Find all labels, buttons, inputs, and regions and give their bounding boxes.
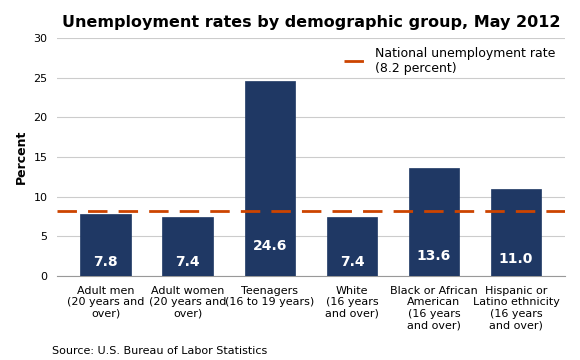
- Title: Unemployment rates by demographic group, May 2012: Unemployment rates by demographic group,…: [61, 15, 560, 30]
- Text: 11.0: 11.0: [499, 252, 533, 266]
- Y-axis label: Percent: Percent: [15, 130, 28, 184]
- Text: Source: U.S. Bureau of Labor Statistics: Source: U.S. Bureau of Labor Statistics: [52, 346, 267, 356]
- Bar: [491, 189, 542, 276]
- Text: 7.4: 7.4: [176, 255, 200, 269]
- Bar: [245, 81, 295, 276]
- Bar: [408, 168, 459, 276]
- Bar: [81, 214, 131, 276]
- Text: 7.8: 7.8: [93, 255, 118, 269]
- Bar: [162, 217, 213, 276]
- Text: 24.6: 24.6: [253, 239, 287, 253]
- Text: 7.4: 7.4: [340, 255, 364, 269]
- Legend: National unemployment rate
(8.2 percent): National unemployment rate (8.2 percent): [339, 42, 561, 80]
- Text: 13.6: 13.6: [417, 249, 451, 263]
- Bar: [327, 217, 378, 276]
